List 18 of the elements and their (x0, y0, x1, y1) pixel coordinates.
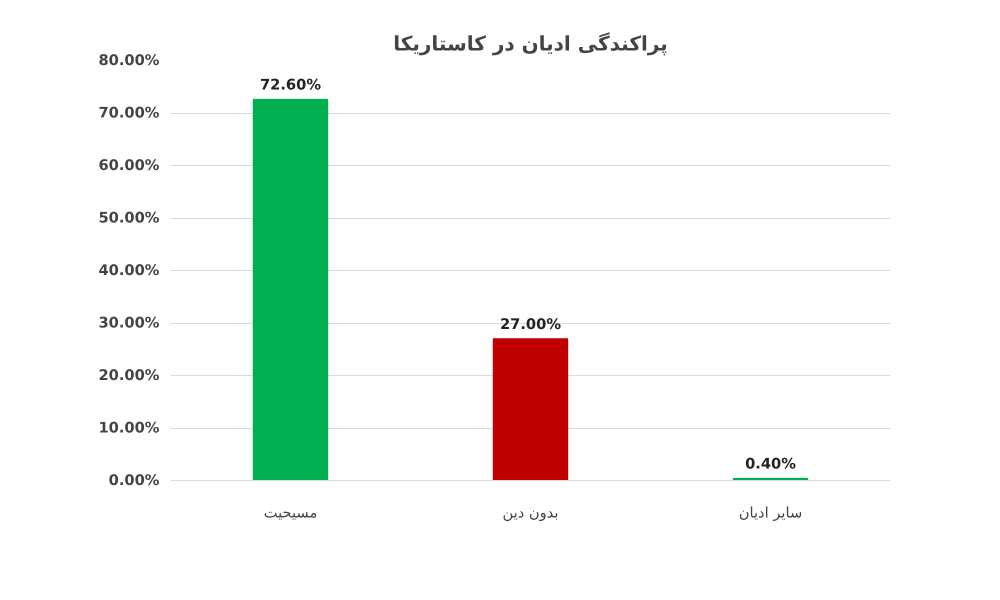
data-label: 72.60% (260, 76, 322, 94)
y-tick-label: 70.00% (98, 104, 160, 122)
bar (492, 338, 568, 480)
y-tick-label: 10.00% (98, 420, 160, 436)
chart-title: پراکندگی ادیان در کاستاریکا (393, 32, 668, 56)
y-tick-label: 60.00% (98, 157, 160, 174)
y-tick-label: 30.00% (98, 314, 160, 332)
y-tick-label: 50.00% (98, 210, 160, 226)
y-tick-label: 0.00% (108, 472, 160, 489)
y-tick-label: 20.00% (98, 367, 160, 384)
y-tick-label: 80.00% (98, 52, 160, 69)
data-label: 27.00% (500, 316, 562, 333)
x-tick-label: بدون دین (502, 504, 559, 522)
x-tick-label: سایر ادیان (738, 504, 802, 522)
data-label: 0.40% (745, 455, 796, 472)
y-tick-label: 40.00% (98, 262, 160, 279)
bar (252, 98, 328, 480)
x-tick-label: مسیحیت (264, 504, 318, 522)
